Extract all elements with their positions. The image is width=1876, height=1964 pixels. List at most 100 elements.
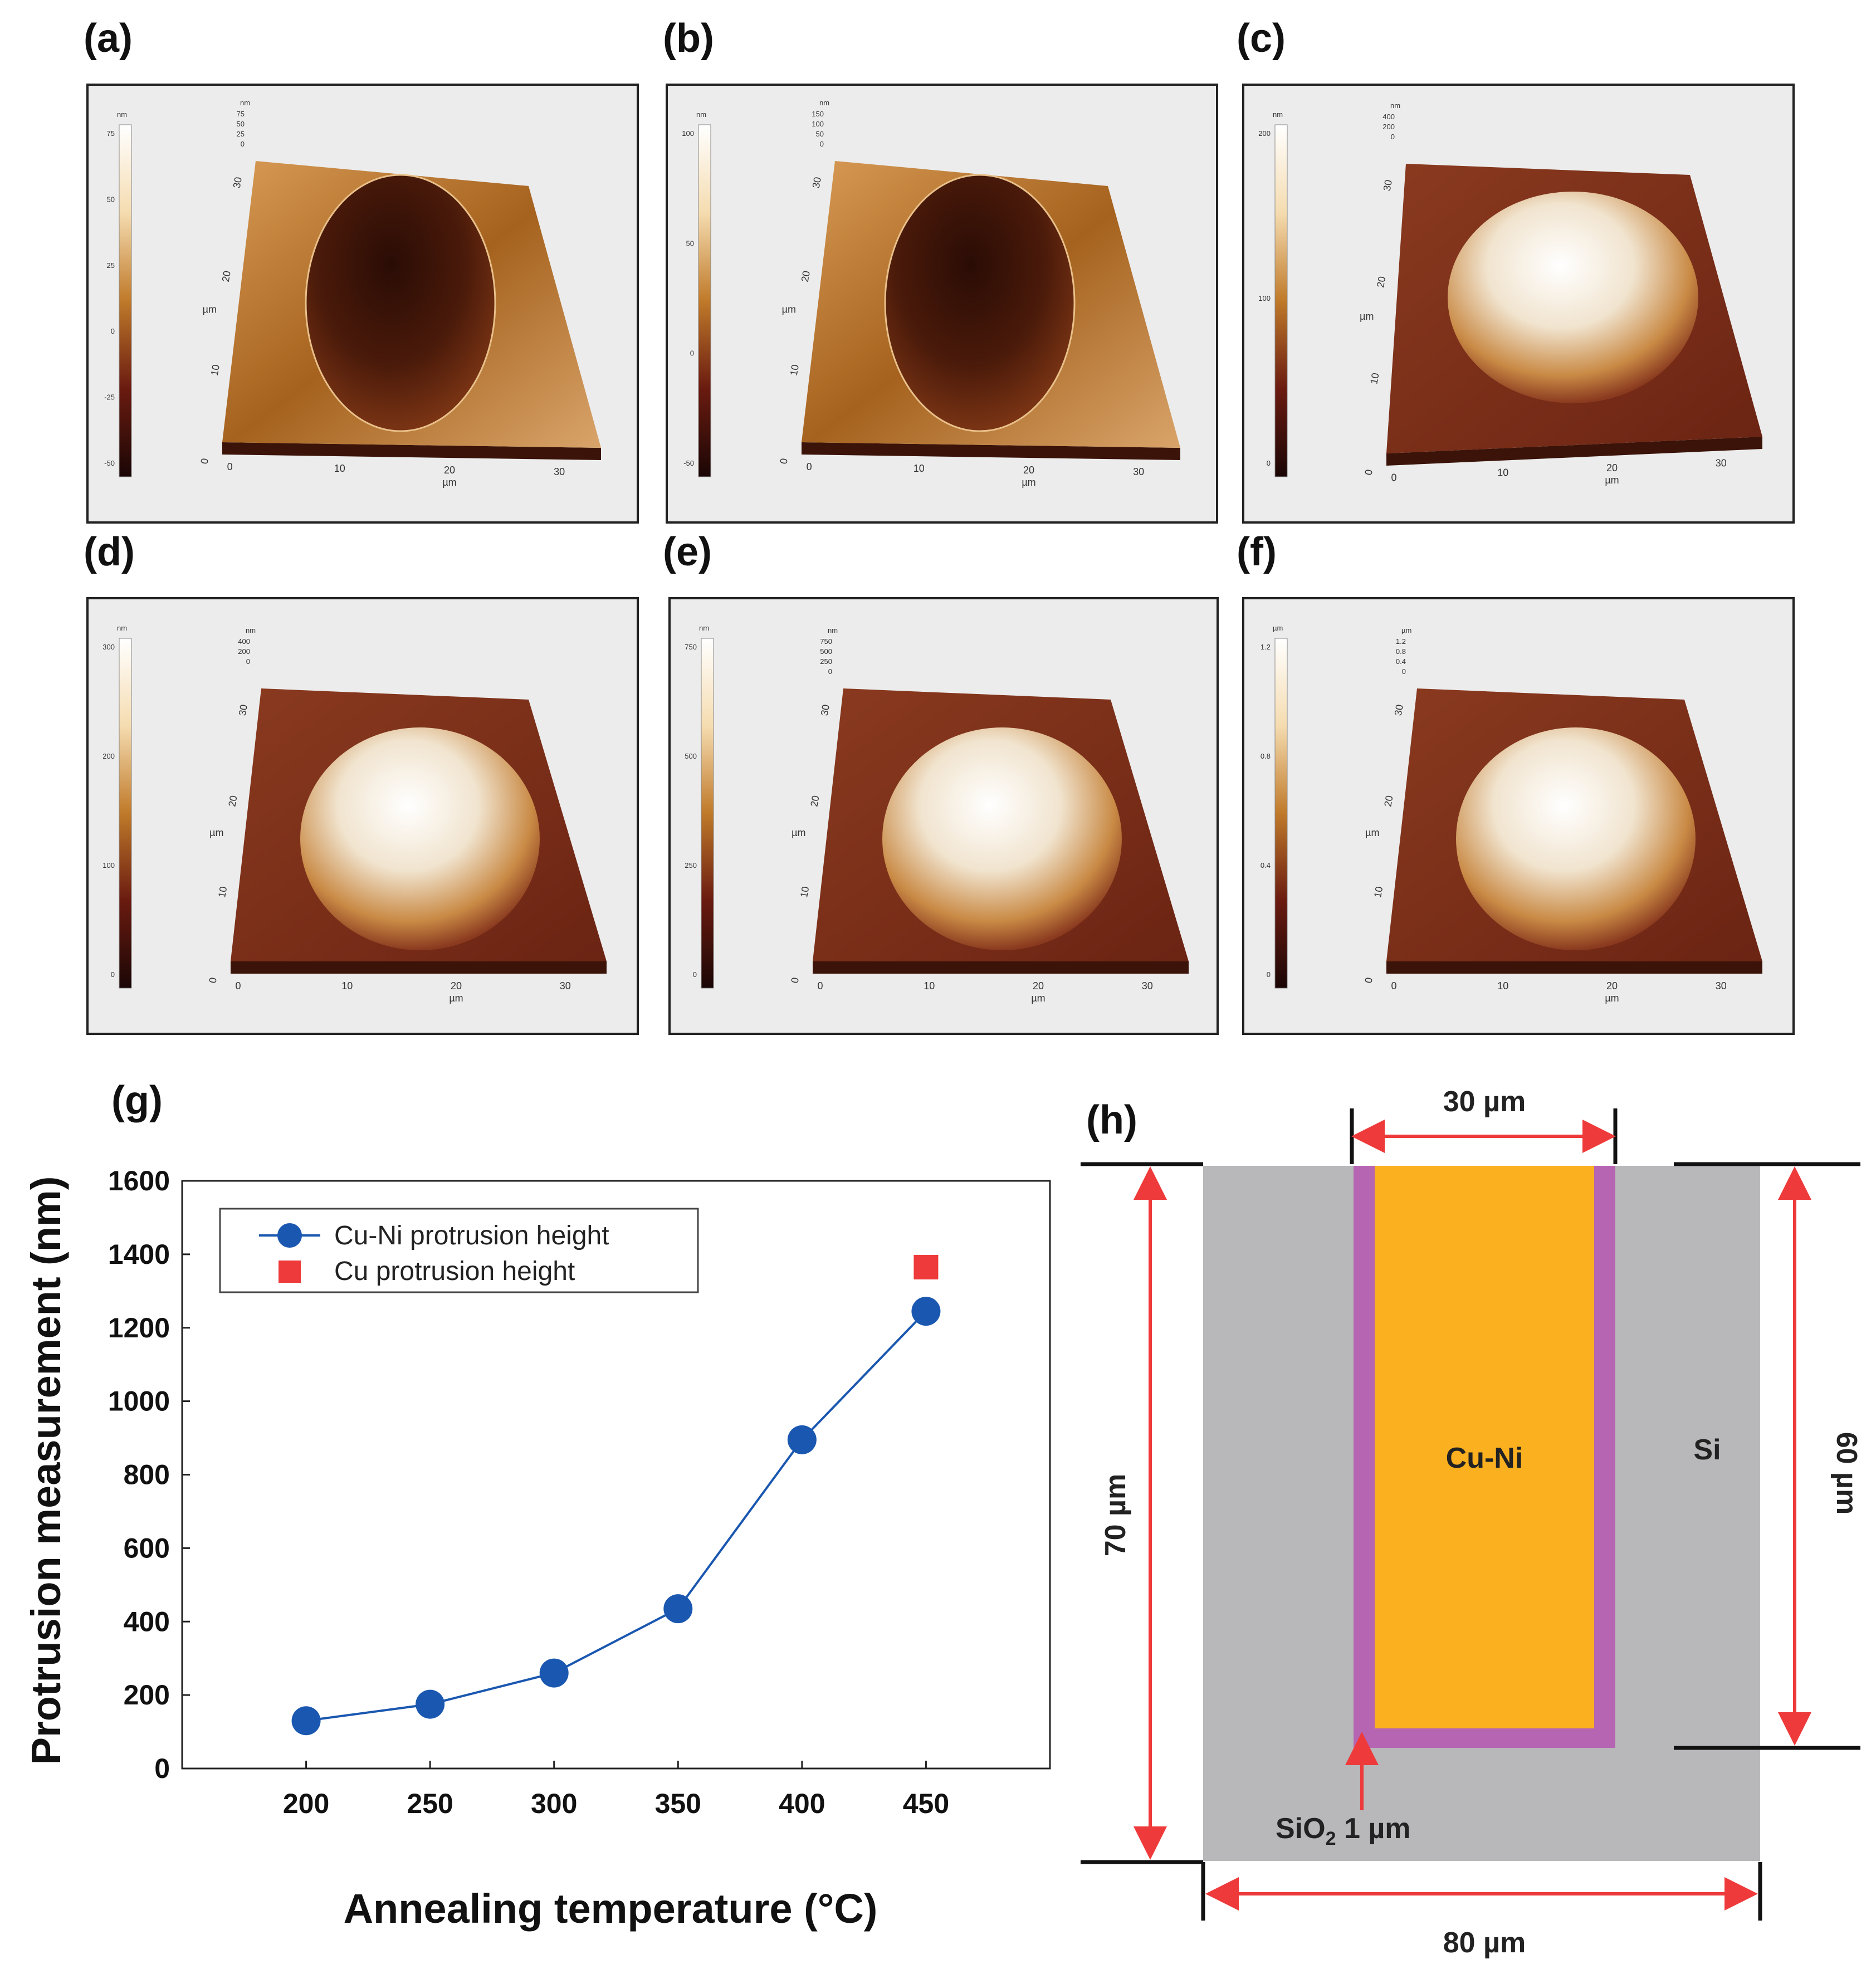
y-tick-label: 1400: [108, 1239, 170, 1270]
surface-edge: [1386, 961, 1762, 974]
colorbar-tick: 0: [1267, 459, 1271, 467]
y-axis-tick: 10: [798, 886, 811, 898]
afm-panel-b: nm 100 50 0 -50 nm 150 100 50 0 30 20 10 0 µm 0 10 20 30 µm: [666, 84, 1218, 524]
x-axis-tick: 0: [227, 461, 233, 472]
cavity-depression: [305, 174, 496, 432]
right-dim-label: 60 µm: [1830, 1432, 1863, 1514]
diagram-panel-label: (h): [1086, 1098, 1137, 1142]
colorbar-unit: nm: [117, 624, 127, 632]
y-axis-tick: 10: [1372, 886, 1385, 898]
y-axis-tick: 20: [1382, 795, 1395, 808]
colorbar-tick: 75: [107, 129, 115, 138]
left-dim-label: 70 µm: [1100, 1474, 1132, 1556]
x-axis-tick: 10: [913, 463, 925, 474]
legend-label-cuni: Cu-Ni protrusion height: [334, 1221, 609, 1250]
legend-marker-cuni: [277, 1223, 302, 1248]
data-point-cuni: [911, 1297, 941, 1326]
y-axis-tick: 30: [1393, 703, 1405, 716]
colorbar-unit: nm: [1273, 110, 1283, 119]
surface-edge: [1386, 437, 1762, 466]
z-axis-unit: nm: [819, 99, 829, 107]
cavity-depression: [884, 174, 1076, 432]
z-axis-tick: 0: [246, 657, 250, 666]
x-axis-tick: 20: [1023, 465, 1034, 476]
y-axis-tick: 0: [199, 457, 211, 465]
afm-panel-a: nm 75 50 25 0 -25 -50 nm 75 50 25 0 30 20 10 0 µm 0 10 20 30…: [86, 84, 639, 524]
x-axis-tick: 10: [924, 980, 935, 991]
x-axis-unit: µm: [449, 993, 463, 1004]
x-tick-label: 450: [903, 1788, 949, 1819]
colorbar-tick: 25: [107, 261, 115, 270]
y-tick-label: 1600: [108, 1165, 170, 1196]
panel-d-label: (d): [84, 530, 135, 574]
colorbar-tick: 0: [693, 970, 697, 979]
y-tick-label: 200: [124, 1679, 170, 1711]
colorbar-tick: 100: [102, 861, 115, 869]
x-axis-tick: 20: [1606, 980, 1618, 991]
colorbar-tick: 0: [690, 349, 694, 358]
panel-f-label: (f): [1237, 530, 1277, 574]
sio2-label: SiO2 1 µm: [1276, 1812, 1411, 1849]
afm-panel-d: nm 300 200 100 0 nm 400 200 0 30 20 10 0 µm 0 10 20 30 µm: [86, 597, 639, 1035]
colorbar-unit: nm: [117, 110, 127, 119]
x-axis-tick: 30: [1716, 457, 1727, 468]
x-axis-unit: µm: [442, 477, 456, 488]
x-axis-tick: 10: [1497, 980, 1508, 991]
colorbar-tick: 0.4: [1261, 861, 1271, 869]
colorbar-tick: 1.2: [1261, 643, 1271, 651]
colorbar: [698, 124, 711, 477]
y-axis-tick: 30: [810, 176, 823, 189]
z-axis-tick: 50: [237, 120, 245, 128]
z-axis-tick: 0: [1391, 133, 1395, 141]
colorbar-tick: -25: [104, 393, 115, 402]
colorbar-tick: 200: [102, 752, 115, 760]
afm-panel-e: nm 750 500 250 0 nm 750 500 250 0 30 20 10 0 µm 0 10 20 30…: [668, 597, 1219, 1035]
y-axis-tick: 20: [1375, 276, 1388, 289]
colorbar-tick: 50: [107, 195, 115, 203]
y-axis-unit: µm: [792, 827, 805, 838]
z-axis-unit: nm: [1390, 101, 1400, 110]
data-point-cuni: [663, 1594, 693, 1624]
z-axis-unit: nm: [828, 626, 838, 634]
x-axis-tick: 20: [451, 980, 462, 991]
colorbar-tick: 0: [111, 327, 115, 335]
y-axis-tick: 20: [220, 270, 233, 283]
colorbar: [119, 638, 132, 989]
x-axis-tick: 10: [1497, 467, 1508, 478]
x-tick-label: 200: [283, 1788, 329, 1819]
data-point-cuni: [539, 1658, 569, 1688]
surface-edge: [813, 961, 1189, 974]
colorbar-unit: nm: [696, 110, 706, 119]
z-axis-tick: 500: [820, 647, 832, 656]
colorbar: [1274, 124, 1288, 477]
colorbar: [119, 124, 132, 477]
y-axis-tick: 20: [226, 795, 239, 808]
colorbar-tick: 200: [1258, 129, 1271, 138]
x-axis-tick: 30: [560, 980, 571, 991]
y-axis-tick: 0: [778, 457, 790, 465]
colorbar-tick: 100: [1258, 294, 1271, 302]
y-axis-tick: 10: [788, 364, 801, 377]
chart-panel-label: (g): [111, 1078, 163, 1123]
y-axis-unit: µm: [782, 304, 796, 315]
protrusion-dome: [1456, 727, 1696, 950]
protrusion-line-chart: (g) 0 200 400 600 800 1000 1200 1400 1600 200 250 3…: [23, 1078, 1051, 1932]
colorbar-tick: 50: [686, 239, 694, 247]
panel-a-label: (a): [84, 16, 133, 61]
y-axis-tick: 30: [231, 176, 244, 189]
si-label: Si: [1693, 1434, 1721, 1466]
y-axis-tick: 30: [1381, 179, 1394, 192]
colorbar: [701, 638, 714, 989]
x-axis-unit: µm: [1022, 477, 1035, 488]
series-line-0: [306, 1310, 927, 1722]
cu-ni-label: Cu-Ni: [1446, 1442, 1523, 1474]
y-tick-label: 400: [124, 1606, 170, 1637]
colorbar-tick: -50: [683, 459, 694, 467]
z-axis-tick: 25: [237, 130, 245, 138]
z-axis-tick: 0: [1402, 667, 1406, 676]
x-axis-tick: 0: [817, 980, 823, 991]
z-axis-unit: µm: [1401, 626, 1411, 634]
data-point-cu: [913, 1254, 939, 1279]
